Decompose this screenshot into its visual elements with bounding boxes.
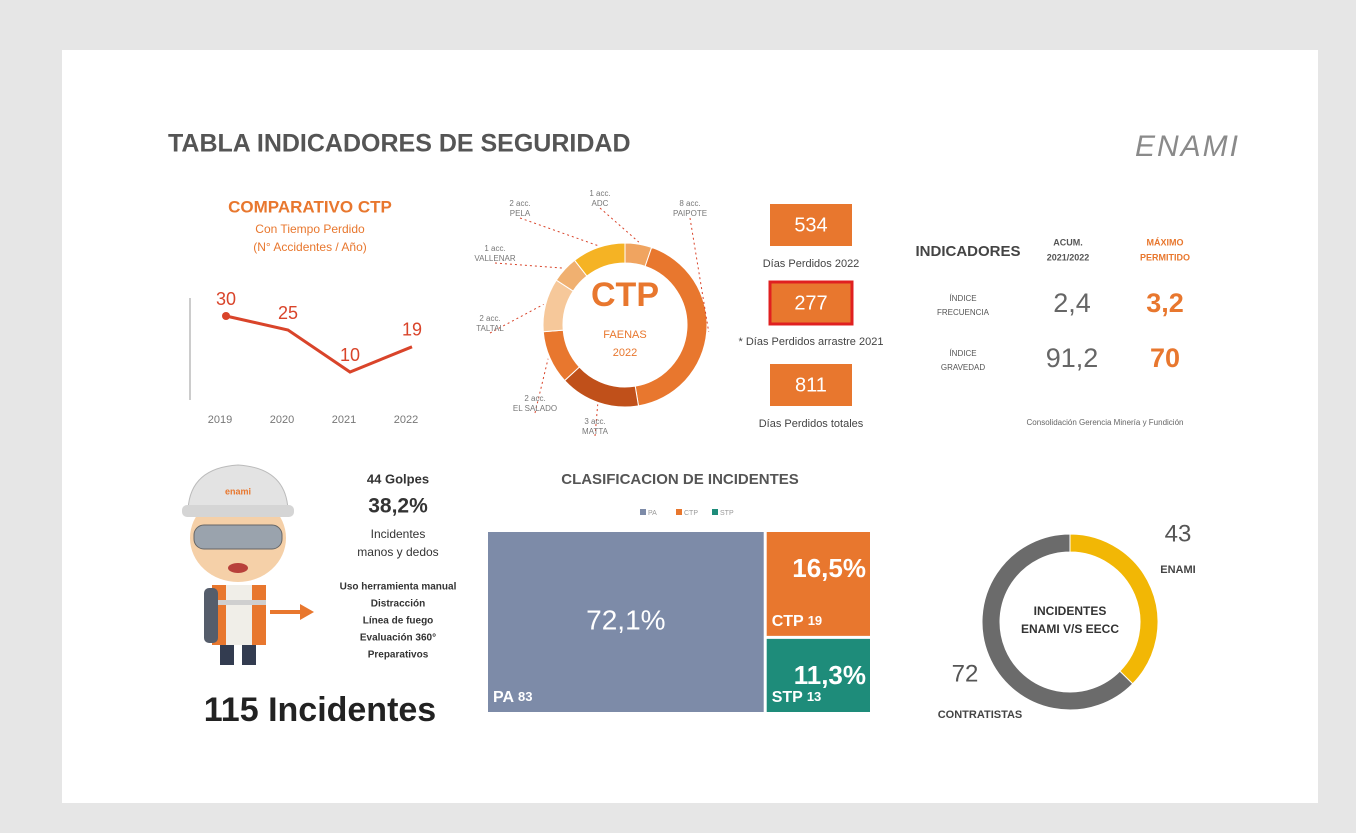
column-header: ACUM. (1053, 237, 1083, 247)
row-label: GRAVEDAD (941, 363, 986, 372)
segment-value-label: 2 acc. (479, 314, 500, 323)
chart-title: CLASIFICACION DE INCIDENTES (561, 471, 799, 488)
row-label: FRECUENCIA (937, 308, 990, 317)
x-tick-label: 2022 (394, 414, 418, 426)
data-label: 25 (278, 303, 298, 323)
legend-label: PA (648, 510, 657, 517)
segment-label: PAIPOTE (673, 209, 707, 218)
indicators-header: INDICADORES (915, 243, 1020, 260)
row-value: 2,4 (1053, 288, 1091, 318)
hand-cause: Evaluación 360° (360, 633, 436, 644)
segment-label: MATTA (582, 427, 609, 436)
hand-cause: Preparativos (368, 650, 429, 661)
segment-value-label: 1 acc. (589, 189, 610, 198)
logo: ENAMI (1135, 130, 1240, 163)
center-subtitle: ENAMI V/S EECC (1021, 622, 1119, 636)
segment-label: ADC (592, 199, 609, 208)
segment-label: PELA (510, 209, 531, 218)
legend-swatch (640, 509, 646, 515)
block-percent: 72,1% (586, 604, 665, 635)
hand-description: Incidentes (371, 527, 426, 541)
marker (222, 312, 230, 320)
legend-swatch (676, 509, 682, 515)
center-title: INCIDENTES (1034, 604, 1107, 618)
block-category: CTP (772, 613, 804, 630)
column-header: PERMITIDO (1140, 252, 1190, 262)
row-value: 3,2 (1146, 288, 1184, 318)
segment-value-label: 8 acc. (679, 199, 700, 208)
block-category: STP (772, 689, 803, 706)
hand-cause: Distracción (371, 599, 425, 610)
legend-label: STP (720, 510, 734, 517)
days-value: 534 (794, 214, 827, 236)
chart-subtitle: Con Tiempo Perdido (255, 222, 365, 236)
hand-cause: Línea de fuego (363, 616, 434, 627)
segment-label: EL SALADO (513, 404, 557, 413)
hand-count: 44 Golpes (367, 471, 429, 486)
segment-value-label: 2 acc. (509, 199, 530, 208)
row-label: ÍNDICE (949, 349, 976, 358)
segment-value-label: 3 acc. (584, 417, 605, 426)
chart-title: COMPARATIVO CTP (228, 197, 392, 216)
data-label: 30 (216, 289, 236, 309)
infographic: TABLA INDICADORES DE SEGURIDAD ENAMI ena… (0, 0, 1356, 833)
segment-label: VALLENAR (474, 254, 515, 263)
segment-label: TALTAL (476, 324, 504, 333)
legend-swatch (712, 509, 718, 515)
segment-value: 43 (1165, 520, 1192, 547)
segment-label: ENAMI (1160, 564, 1195, 576)
days-caption: Días Perdidos 2022 (763, 258, 860, 270)
data-label: 19 (402, 320, 422, 340)
block-count: 83 (518, 689, 532, 704)
block-label: PA 83 (493, 689, 533, 706)
segment-value-label: 2 acc. (524, 394, 545, 403)
block-count: 19 (808, 613, 822, 628)
center-title: CTP (591, 276, 659, 314)
data-label: 10 (340, 345, 360, 365)
block-percent: 11,3% (794, 660, 866, 690)
days-value: 277 (794, 292, 827, 314)
block-category: PA (493, 689, 514, 706)
row-value: 70 (1150, 343, 1180, 373)
hand-description: manos y dedos (357, 545, 438, 559)
page: TABLA INDICADORES DE SEGURIDAD ENAMI ena… (0, 0, 1356, 833)
indicators-note: Consolidación Gerencia Minería y Fundici… (1027, 418, 1184, 427)
block-count: 13 (807, 689, 821, 704)
hand-cause: Uso herramienta manual (340, 582, 457, 593)
center-subtitle: 2022 (613, 347, 637, 359)
x-tick-label: 2019 (208, 414, 232, 426)
block-label: STP 13 (772, 689, 822, 706)
days-value: 811 (795, 374, 827, 396)
segment-value: 72 (952, 660, 979, 687)
segment-value-label: 1 acc. (484, 244, 505, 253)
column-header: 2021/2022 (1047, 252, 1090, 262)
row-value: 91,2 (1046, 343, 1099, 373)
total-incidents: 115 Incidentes (204, 691, 436, 729)
svg-text:enami: enami (225, 486, 251, 496)
column-header: MÁXIMO (1147, 237, 1184, 247)
page-title: TABLA INDICADORES DE SEGURIDAD (168, 130, 631, 158)
hand-percent: 38,2% (368, 495, 428, 518)
x-tick-label: 2020 (270, 414, 294, 426)
segment-label: CONTRATISTAS (938, 709, 1023, 721)
center-subtitle: FAENAS (603, 329, 646, 341)
legend-label: CTP (684, 510, 698, 517)
days-caption: Días Perdidos totales (759, 418, 864, 430)
x-tick-label: 2021 (332, 414, 356, 426)
block-percent: 16,5% (792, 553, 866, 583)
row-label: ÍNDICE (949, 294, 976, 303)
block-label: CTP 19 (772, 613, 822, 630)
days-caption: * Días Perdidos arrastre 2021 (739, 336, 884, 348)
chart-subtitle: (N° Accidentes / Año) (253, 240, 367, 254)
